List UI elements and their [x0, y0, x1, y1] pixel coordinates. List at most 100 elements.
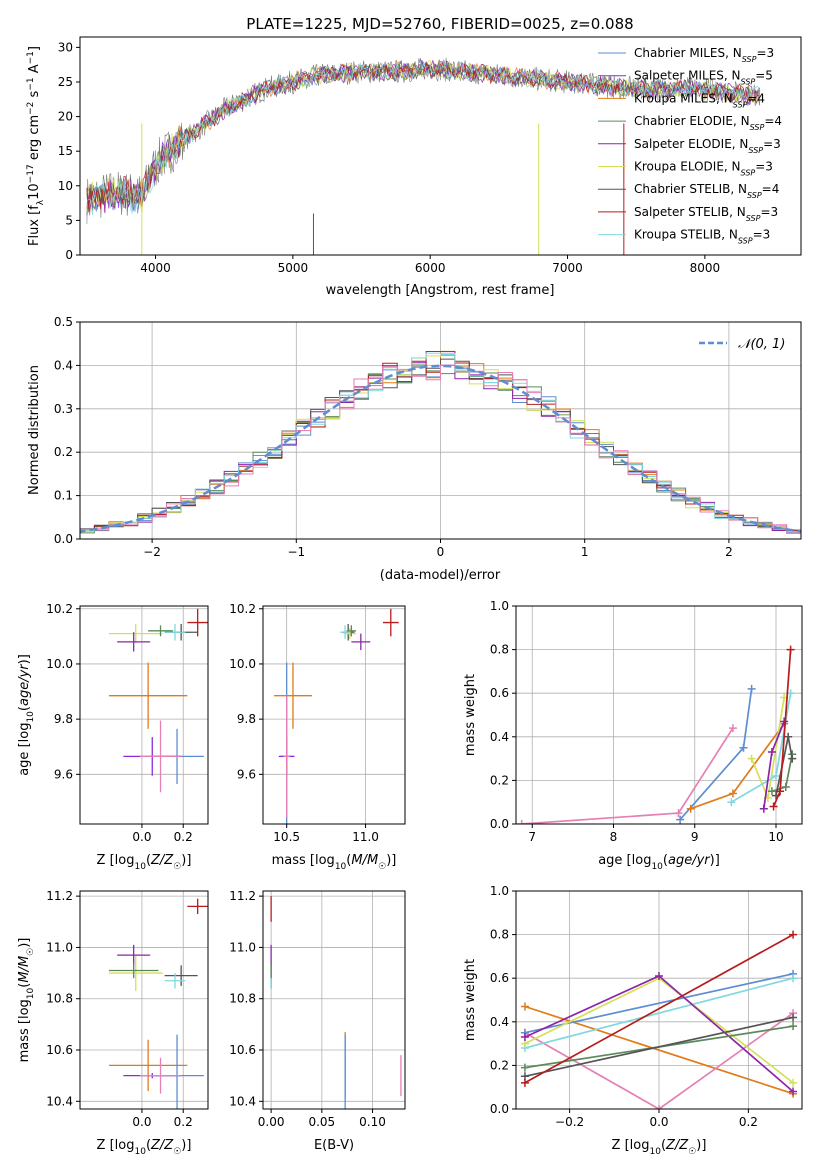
- y-tick-label: 10.2: [46, 602, 73, 616]
- legend-entry: Salpeter ELODIE, NSSP=3: [634, 137, 781, 155]
- y-tick-label: 11.0: [46, 940, 73, 954]
- y-axis-label: mass weight: [463, 674, 478, 756]
- y-tick-label: 10.4: [46, 1094, 73, 1108]
- x-tick-label: 5000: [278, 261, 309, 275]
- weight-marker: [781, 782, 790, 791]
- errorbar-point: [108, 1039, 188, 1092]
- x-tick-label: 8: [610, 830, 618, 844]
- legend-entry: Chabrier ELODIE, NSSP=4: [634, 114, 782, 132]
- legend-entry: Kroupa ELODIE, NSSP=3: [634, 160, 773, 178]
- weight-marker: [789, 1013, 798, 1022]
- errorbar-point: [108, 662, 188, 729]
- histogram-step: [80, 353, 801, 535]
- y-tick-label: 1.0: [490, 599, 509, 613]
- panel-age-vs-mass: 10.5 11.0 9.6 9.8 10.0 10.2 mass [log10(M/M☉)]: [229, 602, 406, 872]
- x-tick-label: 11.0: [352, 830, 379, 844]
- weight-marker: [747, 754, 756, 763]
- legend-entry: Salpeter MILES, NSSP=5: [634, 69, 773, 87]
- weight-marker: [520, 1078, 529, 1087]
- plot-area: [86, 57, 761, 255]
- histogram-step: [80, 364, 801, 534]
- y-tick-label: 10.2: [229, 602, 256, 616]
- errorbar-point: [148, 625, 173, 637]
- x-tick-label: 0.2: [739, 1115, 758, 1129]
- plot-area: [517, 645, 797, 824]
- y-tick-label: 10.4: [229, 1094, 256, 1108]
- errorbar-point: [351, 633, 371, 651]
- x-tick-label: 0.10: [359, 1115, 386, 1129]
- errorbar-point: [164, 973, 186, 989]
- errorbar-point: [139, 720, 182, 793]
- x-tick-label: 4000: [140, 261, 171, 275]
- x-tick-label: 6000: [415, 261, 446, 275]
- y-tick-label: 11.2: [229, 889, 256, 903]
- y-tick-label: 0.3: [54, 402, 73, 416]
- y-tick-label: 11.2: [46, 889, 73, 903]
- y-tick-label: 0.6: [490, 971, 509, 985]
- legend-entry: Salpeter STELIB, NSSP=3: [634, 205, 778, 223]
- weight-series: [524, 1016, 794, 1078]
- weight-marker: [747, 684, 756, 693]
- errorbar-point: [164, 623, 186, 641]
- weight-marker: [686, 804, 695, 813]
- axes-frame: [262, 605, 406, 825]
- y-tick-label: 0.6: [490, 686, 509, 700]
- y-tick-label: 0.2: [54, 445, 73, 459]
- y-axis-label: age [log10(age/yr)]: [17, 654, 36, 776]
- axes-frame: [515, 605, 803, 825]
- weight-marker: [767, 787, 776, 796]
- weight-marker: [789, 930, 798, 939]
- y-tick-label: 9.6: [237, 767, 256, 781]
- x-axis-label: Z [log10(Z/Z☉)]: [97, 853, 192, 872]
- errorbar-point: [139, 1057, 182, 1094]
- weight-marker: [772, 772, 780, 781]
- weight-marker: [786, 645, 795, 654]
- x-tick-label: 7000: [552, 261, 583, 275]
- x-tick-label: −0.2: [555, 1115, 584, 1129]
- y-axis-label: Normed distribution: [27, 365, 42, 495]
- y-tick-label: 15: [58, 144, 73, 158]
- weight-marker: [655, 972, 663, 981]
- x-axis-label: age [log10(age/yr)]: [598, 853, 720, 872]
- axes-frame: [79, 36, 802, 256]
- weight-marker: [780, 717, 789, 726]
- weight-marker: [655, 1105, 663, 1109]
- y-tick-label: 20: [58, 110, 73, 124]
- errorbar-point: [274, 662, 312, 729]
- weight-marker: [728, 789, 737, 798]
- x-axis-label: (data-model)/error: [380, 568, 501, 583]
- spectrum-legend: Chabrier MILES, NSSP=3 Salpeter MILES, NS…: [598, 46, 782, 245]
- plot-area: [108, 608, 208, 793]
- weight-marker: [789, 974, 798, 983]
- y-tick-label: 10.6: [229, 1043, 256, 1057]
- spectrum-model-line: [86, 61, 761, 216]
- plot-area: [80, 350, 801, 536]
- y-tick-label: 0.4: [490, 730, 509, 744]
- weight-marker: [520, 1033, 529, 1042]
- weight-marker: [676, 815, 685, 824]
- weight-marker: [789, 1078, 798, 1087]
- weight-marker: [520, 1063, 529, 1072]
- x-tick-label: −2: [143, 545, 161, 559]
- weight-marker: [789, 1022, 798, 1031]
- weight-marker: [739, 743, 748, 752]
- x-tick-label: −1: [287, 545, 305, 559]
- y-tick-label: 1.0: [490, 884, 509, 898]
- errorbar-point: [164, 965, 198, 986]
- plot-area: [520, 930, 798, 1109]
- plot-area: [270, 896, 402, 1109]
- x-tick-label: 0.00: [258, 1115, 285, 1129]
- y-tick-label: 25: [58, 75, 73, 89]
- weight-marker: [789, 1087, 798, 1096]
- weight-series: [524, 933, 794, 1084]
- weight-series: [524, 972, 794, 1034]
- errorbar-point: [108, 962, 159, 979]
- y-tick-label: 11.0: [229, 940, 256, 954]
- x-tick-label: 0.2: [174, 830, 193, 844]
- weight-marker: [769, 802, 778, 811]
- x-tick-label: 0: [437, 545, 445, 559]
- x-axis-label: E(B-V): [314, 1138, 354, 1153]
- x-tick-label: 0.0: [649, 1115, 668, 1129]
- weight-marker: [776, 787, 785, 796]
